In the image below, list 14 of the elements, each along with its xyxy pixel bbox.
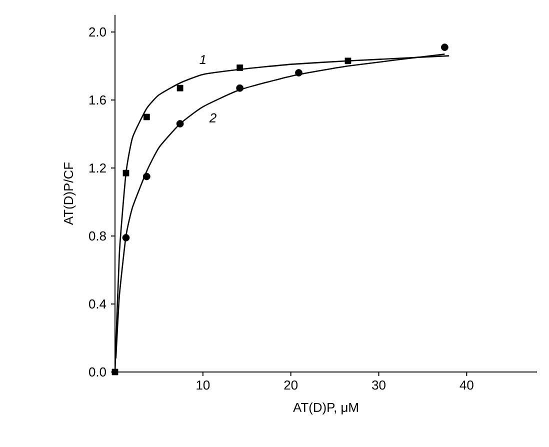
series-label: 2 — [209, 113, 216, 122]
y-tick-label: 2.0 — [89, 27, 106, 37]
series-label: 1 — [200, 55, 206, 64]
y-axis-title: AT(D)P/CF — [64, 162, 76, 225]
y-tick-label: 0.4 — [88, 299, 106, 309]
y-tick-label: 0.0 — [88, 367, 106, 377]
x-tick-label: 30 — [372, 380, 386, 390]
x-tick-label: 40 — [460, 380, 474, 390]
y-tick-label: 1.2 — [89, 163, 106, 173]
x-tick-label: 10 — [196, 380, 210, 390]
y-tick-label: 0.8 — [88, 231, 106, 241]
x-axis-title: AT(D)P, μM — [293, 402, 358, 415]
x-tick-label: 20 — [284, 380, 298, 390]
y-tick-label: 1.6 — [89, 95, 106, 105]
